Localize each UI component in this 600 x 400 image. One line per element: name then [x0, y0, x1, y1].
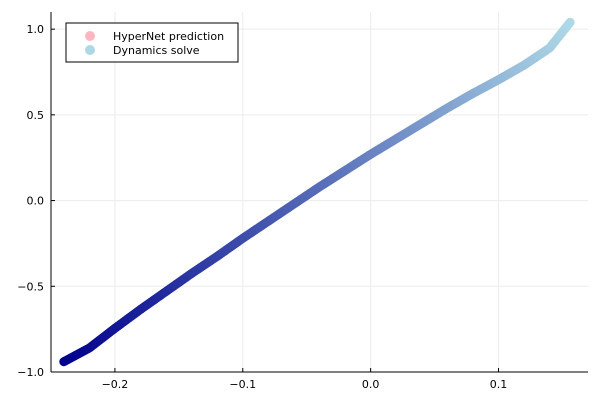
x-tick-label: 0.1 [490, 378, 508, 391]
x-tick-label: 0.0 [362, 378, 380, 391]
legend-label-dynamics: Dynamics solve [113, 44, 200, 57]
legend-box [65, 22, 239, 63]
legend-label-hypernet: HyperNet prediction [113, 30, 224, 43]
legend: HyperNet prediction Dynamics solve [65, 22, 239, 63]
y-tick-label: 1.0 [27, 23, 45, 36]
legend-marker-dynamics [85, 45, 95, 55]
x-tick-label: −0.1 [229, 378, 256, 391]
tick-labels: −0.2 −0.1 0.0 0.1 −1.0 −0.5 0.0 0.5 1.0 [17, 23, 507, 391]
y-tick-label: 0.0 [27, 195, 45, 208]
x-tick-label: −0.2 [102, 378, 129, 391]
y-tick-label: −0.5 [17, 280, 44, 293]
legend-marker-hypernet [85, 31, 95, 41]
y-tick-label: 0.5 [27, 109, 45, 122]
scatter-points [59, 17, 575, 367]
data-point [565, 17, 575, 27]
y-tick-label: −1.0 [17, 366, 44, 379]
